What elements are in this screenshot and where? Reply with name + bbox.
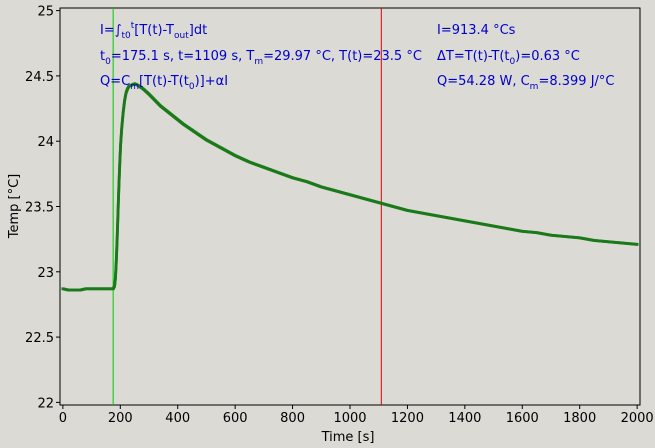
data-point xyxy=(117,191,121,195)
data-point xyxy=(119,135,123,139)
data-point xyxy=(635,242,639,246)
data-point xyxy=(117,194,120,198)
data-point xyxy=(114,269,118,273)
data-point xyxy=(119,138,123,141)
data-point xyxy=(116,204,120,208)
data-point xyxy=(114,265,118,269)
data-point xyxy=(114,275,117,279)
data-point xyxy=(116,224,119,228)
data-point xyxy=(116,201,120,205)
x-tick-label: 800 xyxy=(280,411,305,426)
data-point xyxy=(119,142,123,146)
data-point xyxy=(116,226,119,229)
data-point xyxy=(120,128,124,131)
data-point xyxy=(120,129,123,133)
data-point xyxy=(119,139,123,143)
data-point xyxy=(116,205,120,209)
data-point xyxy=(116,227,119,231)
annotation-q-formula: Q=Cm[T(t)-T(t0)]+αI xyxy=(100,74,228,92)
data-point xyxy=(115,237,119,241)
data-point xyxy=(115,234,119,238)
data-point xyxy=(115,233,119,237)
data-point xyxy=(116,229,119,232)
data-point xyxy=(116,202,120,206)
data-point xyxy=(116,213,120,216)
annotation-integral-value: I=913.4 °Cs xyxy=(437,23,516,38)
x-tick-label: 1400 xyxy=(448,411,481,426)
data-point xyxy=(117,195,120,199)
x-tick-label: 200 xyxy=(108,411,133,426)
data-point xyxy=(116,211,120,215)
y-tick-label: 23.5 xyxy=(25,201,54,216)
data-point xyxy=(114,267,118,270)
data-series xyxy=(61,82,639,292)
x-tick-label: 400 xyxy=(165,411,190,426)
data-point xyxy=(119,136,123,140)
data-point xyxy=(117,189,121,193)
x-tick-label: 1200 xyxy=(391,411,424,426)
data-point xyxy=(115,236,119,240)
data-point xyxy=(114,261,118,265)
data-point xyxy=(116,208,120,212)
y-axis-title: Temp [°C] xyxy=(7,174,22,240)
data-point xyxy=(119,143,122,147)
annotation-delta-t: ΔT=T(t)-T(t0)=0.63 °C xyxy=(437,49,580,67)
data-point xyxy=(116,221,120,225)
annotation-q-value: Q=54.28 W, Cm=8.399 J/°C xyxy=(437,74,615,92)
data-point xyxy=(117,198,120,202)
y-tick-label: 24.5 xyxy=(25,70,54,85)
data-point xyxy=(114,274,117,277)
data-point xyxy=(119,133,123,137)
y-axis-ticks: 22 22.5 23 23.5 24 24.5 25 xyxy=(25,5,60,411)
data-point xyxy=(114,271,118,275)
data-point xyxy=(117,192,121,196)
x-tick-label: 1800 xyxy=(563,411,596,426)
x-tick-label: 1600 xyxy=(506,411,539,426)
x-axis-ticks: 0 200 400 600 800 1000 1200 1400 1600 1800 2000 xyxy=(59,405,654,426)
data-point xyxy=(116,214,120,218)
x-axis-title: Time [s] xyxy=(321,430,375,445)
data-point xyxy=(117,188,121,192)
data-point xyxy=(120,130,123,134)
x-tick-label: 600 xyxy=(223,411,248,426)
y-tick-label: 23 xyxy=(37,266,54,281)
data-point xyxy=(117,186,121,190)
data-point xyxy=(116,200,120,203)
data-point xyxy=(116,223,120,227)
data-point xyxy=(115,230,119,234)
data-point xyxy=(114,276,117,280)
plot-area xyxy=(59,7,641,406)
x-tick-label: 2000 xyxy=(621,411,654,426)
data-point xyxy=(116,220,120,224)
y-tick-label: 24 xyxy=(37,135,54,150)
x-tick-label: 0 xyxy=(59,411,67,426)
data-point xyxy=(116,207,120,211)
data-point xyxy=(115,231,119,235)
data-point xyxy=(114,264,118,267)
x-tick-label: 1000 xyxy=(333,411,366,426)
y-tick-label: 22 xyxy=(37,396,54,411)
data-point xyxy=(116,210,120,213)
data-point xyxy=(119,132,123,136)
annotation-integral-formula: I=∫t0t[T(t)-Tout]dt xyxy=(100,21,207,41)
y-tick-label: 25 xyxy=(37,5,54,20)
data-point xyxy=(116,217,120,221)
annotation-times: t0=175.1 s, t=1109 s, Tm=29.97 °C, T(t)=… xyxy=(100,49,422,67)
data-point xyxy=(116,218,120,222)
marker-lines xyxy=(112,8,382,405)
data-point xyxy=(114,262,118,266)
data-point xyxy=(114,272,118,276)
data-point xyxy=(116,215,120,219)
data-point xyxy=(119,140,123,144)
y-tick-label: 22.5 xyxy=(25,331,54,346)
data-point xyxy=(114,268,118,272)
data-point xyxy=(117,197,120,200)
